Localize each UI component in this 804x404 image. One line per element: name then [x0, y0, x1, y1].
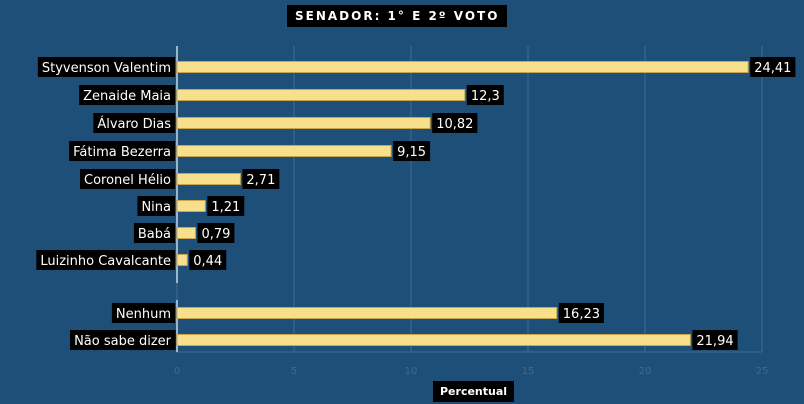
data-label: 12,3 [471, 89, 500, 104]
data-label-box [189, 250, 227, 270]
bar [176, 173, 241, 185]
category-label: Nenhum [116, 307, 171, 322]
bar [176, 227, 196, 239]
category-label: Babá [138, 227, 171, 242]
x-tick-label: 10 [405, 366, 418, 377]
chart-title: SENADOR: 1° E 2º VOTO [287, 5, 508, 27]
category-label: Styvenson Valentim [42, 61, 171, 76]
category-label-box [79, 85, 175, 105]
bar [176, 254, 188, 266]
data-label-box [242, 169, 280, 189]
category-label-box [36, 250, 175, 270]
x-axis-label: Percentual [433, 381, 515, 402]
category-label: Fátima Bezerra [73, 145, 171, 160]
data-label: 9,15 [397, 145, 426, 160]
category-label-box [37, 57, 175, 77]
bar [176, 117, 431, 129]
x-tick-label: 15 [522, 366, 535, 377]
data-label-box [466, 85, 504, 105]
category-label-box [93, 113, 176, 133]
category-label-box [137, 196, 175, 216]
category-label: Nina [141, 200, 171, 215]
data-label: 1,21 [211, 200, 240, 215]
category-label: Zenaide Maia [83, 89, 171, 104]
x-tick-label: 20 [639, 366, 652, 377]
x-tick-label: 25 [756, 366, 769, 377]
category-label: Não sabe dizer [74, 334, 172, 349]
data-label: 21,94 [696, 334, 733, 349]
category-label-box [111, 303, 175, 323]
data-label-box [692, 330, 738, 350]
data-label: 0,44 [193, 254, 222, 269]
data-label: 24,41 [754, 61, 791, 76]
bar [176, 307, 558, 319]
data-label: 0,79 [201, 227, 230, 242]
category-label-box [69, 141, 175, 161]
bar [176, 89, 466, 101]
data-label-box [432, 113, 478, 133]
data-label-box [393, 141, 431, 161]
data-label: 16,23 [563, 307, 600, 322]
x-tick-label: 5 [291, 366, 297, 377]
category-label: Luizinho Cavalcante [40, 254, 171, 269]
bar [176, 200, 206, 212]
data-label-box [207, 196, 245, 216]
category-label: Coronel Hélio [84, 173, 171, 188]
data-label-box [197, 223, 235, 243]
data-label-box [750, 57, 796, 77]
x-tick-label: 0 [174, 366, 180, 377]
data-label: 2,71 [246, 173, 275, 188]
category-label-box [80, 169, 176, 189]
bar [176, 61, 749, 73]
category-label: Álvaro Dias [97, 116, 171, 132]
bar [176, 334, 691, 346]
bar [176, 145, 392, 157]
category-label-box [133, 223, 175, 243]
category-label-box [70, 330, 176, 350]
data-label-box [558, 303, 605, 323]
data-label: 10,82 [436, 117, 473, 132]
